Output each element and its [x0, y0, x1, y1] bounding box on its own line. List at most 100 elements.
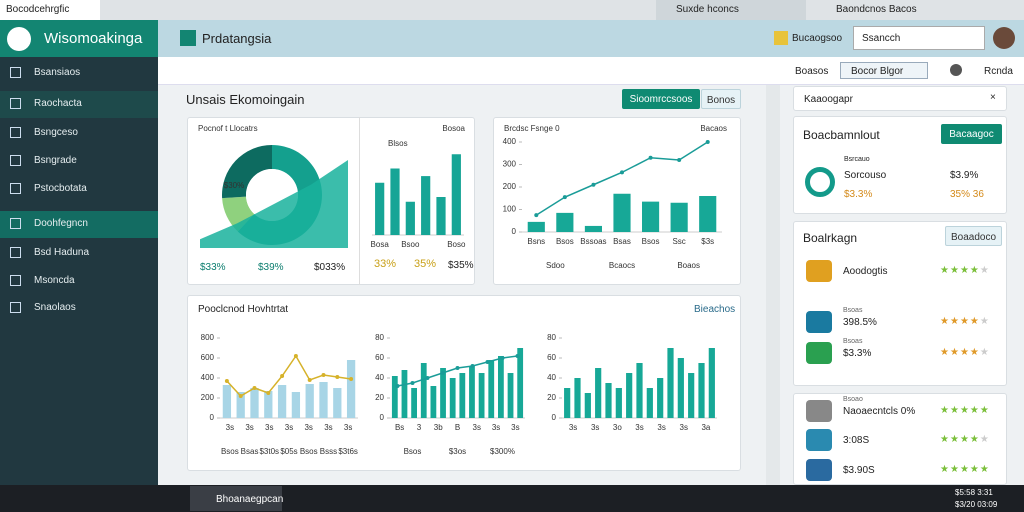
bar	[677, 358, 684, 418]
close-x[interactable]: ×	[990, 92, 996, 103]
item-caption: Bsoas	[843, 338, 863, 345]
search[interactable]: Ssancch	[853, 26, 985, 50]
value: $3.9%	[950, 170, 979, 181]
star: ★	[959, 405, 970, 416]
nav-item[interactable]	[0, 211, 158, 238]
clock: $5:58 3:31	[955, 488, 993, 497]
x-tick-label: Bs	[395, 423, 404, 432]
point	[280, 374, 285, 378]
center-label: $30%	[224, 181, 244, 190]
bar	[584, 225, 602, 232]
item-name: Naoaecntcls 0%	[843, 406, 916, 417]
x-tick-label: 3s	[344, 423, 352, 432]
point	[349, 377, 354, 381]
stat: 33%	[374, 258, 397, 270]
user[interactable]: Rcnda	[984, 66, 1013, 77]
bar	[574, 378, 581, 418]
bar	[291, 392, 301, 418]
item-icon	[806, 429, 832, 451]
star: ★	[969, 347, 980, 358]
item-icon	[806, 342, 832, 364]
secondary-button[interactable]: Bonos	[701, 89, 741, 109]
nav-label[interactable]: Pstocbotata	[34, 183, 87, 194]
button[interactable]: Boaadoco	[945, 226, 1002, 246]
tab[interactable]: Bocodcehrgfic	[0, 0, 100, 20]
nav-label[interactable]: Bsd Haduna	[34, 247, 90, 258]
bar	[584, 393, 591, 418]
nav-label[interactable]: Doohfegncn	[34, 218, 88, 229]
rating: ★★★★★	[940, 405, 990, 416]
area	[200, 160, 348, 248]
star: ★	[959, 464, 970, 475]
bar	[699, 196, 717, 232]
point	[455, 366, 460, 370]
star: ★	[979, 265, 990, 276]
nav-label[interactable]: Bsngceso	[34, 127, 78, 138]
star: ★	[969, 434, 980, 445]
note: Bsas	[241, 447, 259, 456]
bar	[420, 363, 427, 418]
avatar[interactable]	[993, 27, 1015, 49]
line	[226, 354, 352, 397]
user-avatar	[950, 64, 962, 76]
value: 35% 36	[950, 189, 984, 200]
y-tick-label: 200	[503, 182, 517, 191]
nav-label[interactable]: Msoncda	[34, 275, 75, 286]
bar	[421, 176, 431, 235]
star: ★	[969, 316, 980, 327]
nav-label[interactable]: Snaolaos	[34, 302, 76, 313]
ring	[805, 167, 835, 197]
nav-item[interactable]	[0, 91, 158, 118]
x-tick-label: 3s	[245, 423, 253, 432]
y-tick-label: 80	[547, 333, 556, 342]
chart-subtitle: Bosoa	[442, 124, 465, 133]
select[interactable]: Bocor Blgor	[840, 62, 928, 79]
y-tick-label: 60	[547, 353, 556, 362]
y-tick-label: 0	[210, 413, 215, 422]
label: Sorcouso	[844, 170, 887, 181]
bar	[498, 356, 504, 418]
star: ★	[979, 316, 990, 327]
star: ★	[979, 347, 990, 358]
bar	[305, 384, 314, 418]
x-tick-label: Bsos	[556, 237, 574, 246]
task-app[interactable]: Bhoanaegpcan	[190, 486, 283, 511]
note: $3t6s	[338, 447, 358, 456]
nav-label[interactable]: Bsansiaos	[34, 67, 81, 78]
star: ★	[959, 434, 970, 445]
y-tick-label: 60	[375, 353, 384, 362]
tab[interactable]: Baondcnos Bacos	[836, 4, 917, 15]
taskbar	[0, 485, 1024, 512]
nav-label[interactable]: Bsngrade	[34, 155, 77, 166]
x-tick-label: Bsns	[527, 237, 545, 246]
star: ★	[969, 265, 980, 276]
tab[interactable]: Suxde hconcs	[656, 0, 806, 20]
primary-button[interactable]: Sioomrccsoos	[622, 89, 700, 109]
card-link[interactable]: Bieachos	[694, 304, 736, 315]
point	[485, 360, 490, 364]
star: ★	[979, 434, 990, 445]
star: ★	[979, 405, 990, 416]
bar	[440, 368, 446, 418]
note: Bsos	[221, 447, 239, 456]
star: ★	[940, 464, 950, 475]
stat: $33%	[200, 262, 226, 273]
bar	[698, 363, 705, 418]
point	[440, 371, 445, 375]
panel-header: Kaaoogapr	[793, 86, 1007, 111]
scrollbar[interactable]	[766, 85, 780, 485]
x-tick-label: Boso	[447, 240, 466, 249]
notice[interactable]: Bucaogsoo	[792, 33, 843, 44]
point	[562, 195, 567, 200]
item-caption: Bsoao	[843, 396, 863, 403]
x-tick-label: 3s	[635, 423, 643, 432]
bar	[646, 388, 653, 418]
item-icon	[806, 311, 832, 333]
header-title: Prdatangsia	[202, 31, 272, 46]
bar	[507, 373, 514, 418]
note: $300%	[490, 447, 515, 456]
star: ★	[949, 265, 960, 276]
nav-label[interactable]: Raochacta	[34, 98, 82, 109]
bar	[411, 388, 417, 418]
button[interactable]: Bacaagoc	[941, 124, 1002, 144]
